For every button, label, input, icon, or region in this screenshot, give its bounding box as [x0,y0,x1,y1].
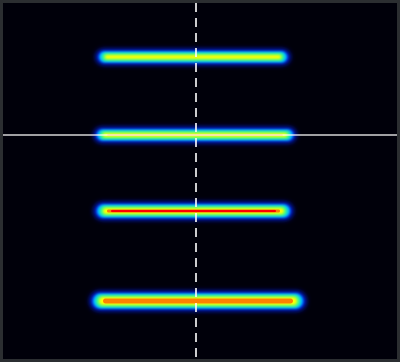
beam-1 [96,49,290,65]
beam-profile-canvas [3,3,397,359]
beam-3-peak [111,209,276,213]
beam-4-hot [103,298,293,304]
beams-layer [90,49,306,311]
beam-4 [90,291,306,311]
intensity-image[interactable] [3,3,397,359]
beam-3 [94,202,293,220]
beam-1-inner [105,55,281,59]
